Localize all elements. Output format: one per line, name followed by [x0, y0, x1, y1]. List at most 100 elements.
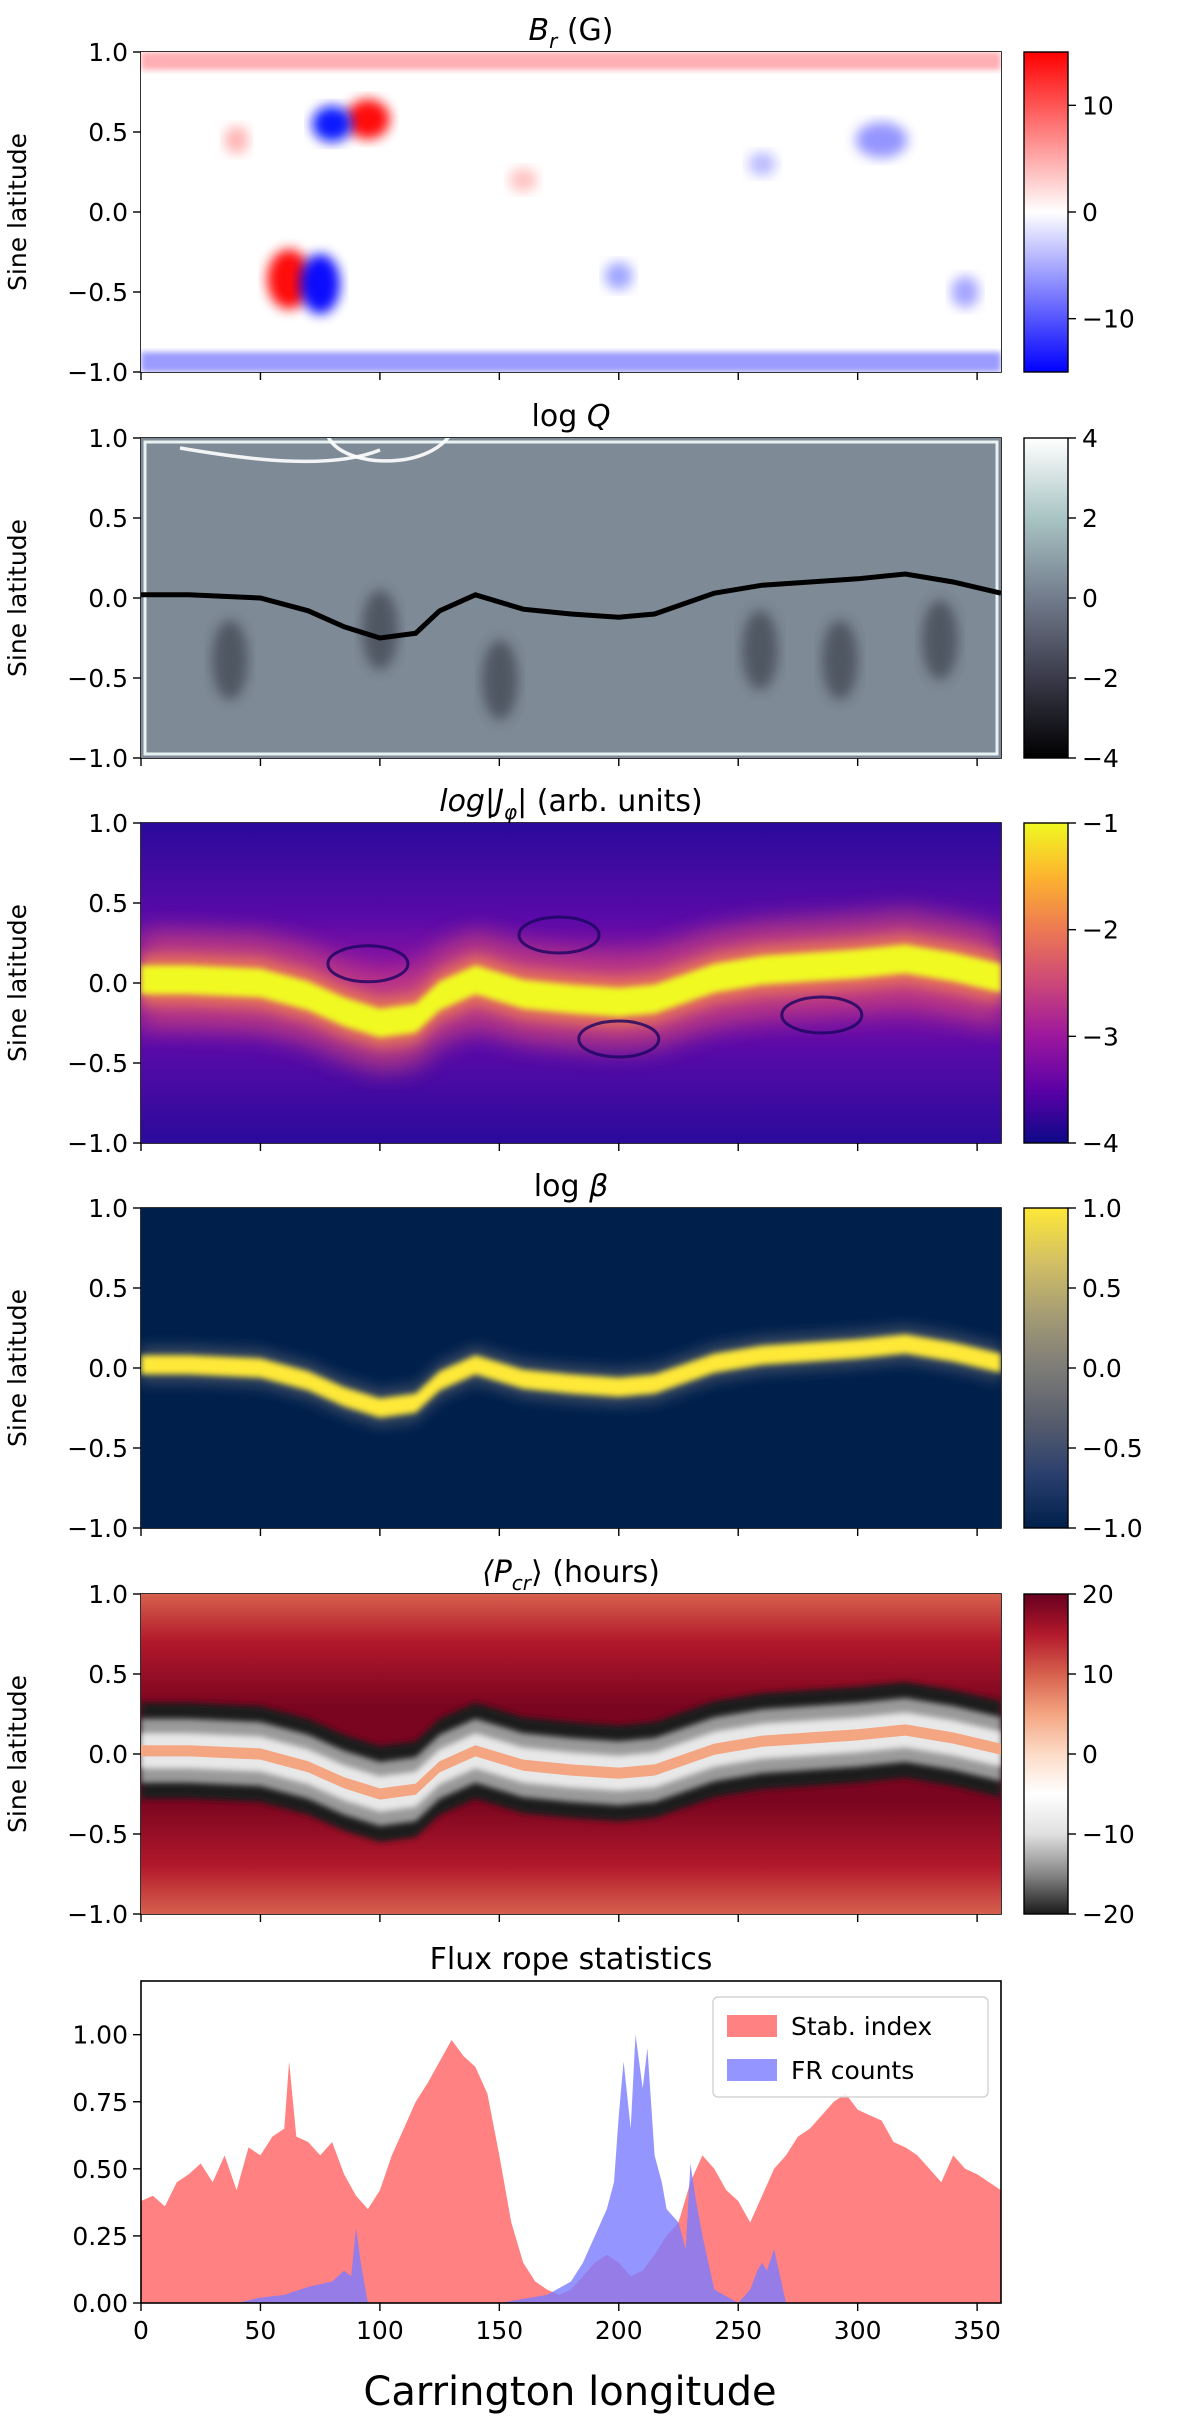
- y-axis-label: Sine latitude: [3, 519, 32, 677]
- y-axis-label: Sine latitude: [3, 133, 32, 291]
- x-tick-label: 0: [133, 2316, 149, 2345]
- colorbar-tick-label: 20: [1082, 1580, 1114, 1609]
- colorbar: −1 −2 −3 −4: [1023, 809, 1119, 1158]
- y-tick-label: 0.0: [88, 198, 128, 227]
- y-tick-label: 0.75: [72, 2088, 128, 2117]
- y-tick-label: 0.0: [88, 969, 128, 998]
- panel-br: 1.0 0.5 0.0 −0.5 −1.0 Sine latitude Br (G) 10 0 −…: [3, 13, 1135, 387]
- field-blob: [509, 168, 538, 192]
- north-pole-band: [141, 52, 1001, 70]
- y-tick-label: 0.5: [88, 1274, 128, 1303]
- colorbar-tick-label: 0.5: [1082, 1274, 1122, 1303]
- panel-flux-rope-statistics: 0.00 0.25 0.50 0.75 1.00 0 50 100 150 200 250 300 35…: [72, 1942, 1002, 2345]
- legend-box: [712, 1996, 989, 2098]
- dark-streak: [822, 620, 858, 700]
- panel-title: log|Jφ| (arb. units): [439, 784, 703, 824]
- heatmap-image: [141, 416, 1001, 758]
- colorbar-tick-label: 0: [1082, 1740, 1098, 1769]
- colorbar-tick-label: −20: [1082, 1900, 1135, 1929]
- current-loop: [780, 995, 864, 1035]
- area-series: [141, 2034, 1001, 2303]
- colorbar-tick-label: −4: [1082, 744, 1119, 773]
- y-axis-label: Sine latitude: [3, 1675, 32, 1833]
- colorbar-tick-label: 0.0: [1082, 1354, 1122, 1383]
- panel-logq: 1.0 0.5 0.0 −0.5 −1.0 Sine latitude log Q 4 2 0 −2…: [3, 399, 1119, 773]
- panel-title: log Q: [532, 399, 611, 434]
- separatrix-arc: [328, 438, 450, 463]
- field-blob: [604, 262, 633, 290]
- panel-title: log β: [534, 1169, 608, 1204]
- y-tick-label: −1.0: [67, 1900, 128, 1929]
- y-tick-label: 0.5: [88, 889, 128, 918]
- x-tick-label: 350: [953, 2316, 1001, 2345]
- y-tick-label: 1.0: [88, 1194, 128, 1223]
- colorbar-tick-label: −2: [1082, 916, 1119, 945]
- y-tick-label: −0.5: [67, 1434, 128, 1463]
- area-fr-counts: [141, 2034, 1001, 2303]
- colorbar-gradient: [1024, 52, 1068, 372]
- y-tick-label: −0.5: [67, 1049, 128, 1078]
- heatmap-image: [141, 823, 1001, 1143]
- dark-streak: [212, 620, 248, 700]
- colorbar-tick-label: 4: [1082, 424, 1098, 453]
- legend-swatch: [727, 2015, 777, 2037]
- dark-streak: [482, 640, 518, 720]
- colorbar-tick-label: −0.5: [1082, 1434, 1143, 1463]
- colorbar-tick-label: −10: [1082, 305, 1135, 334]
- south-pole-band: [141, 352, 1001, 372]
- current-loop: [517, 915, 601, 955]
- heatmap-image: [141, 1208, 1001, 1528]
- y-tick-label: −0.5: [67, 1820, 128, 1849]
- colorbar-tick-label: 1.0: [1082, 1194, 1122, 1223]
- current-loop: [577, 1019, 661, 1059]
- current-sheet-core: [141, 944, 1001, 1038]
- current-loop: [326, 944, 410, 984]
- colorbar-gradient: [1024, 1208, 1068, 1528]
- x-tick-label: 150: [475, 2316, 523, 2345]
- beta-core: [141, 1334, 1001, 1418]
- x-axis-label: Carrington longitude: [363, 2369, 776, 2415]
- heatmap-image: [141, 1594, 1001, 1914]
- legend-label: FR counts: [791, 2056, 914, 2085]
- separatrix-arc: [179, 446, 381, 464]
- y-tick-label: 1.0: [88, 38, 128, 67]
- y-axis-label: Sine latitude: [3, 904, 32, 1062]
- colorbar-tick-label: −4: [1082, 1129, 1119, 1158]
- y-tick-label: −1.0: [67, 1129, 128, 1158]
- colorbar-tick-label: −10: [1082, 1820, 1135, 1849]
- x-tick-label: 250: [714, 2316, 762, 2345]
- y-tick-label: 1.0: [88, 424, 128, 453]
- y-tick-label: 0.0: [88, 1740, 128, 1769]
- panel-logj: 1.0 0.5 0.0 −0.5 −1.0 Sine latitude log|Jφ| (a…: [3, 784, 1119, 1158]
- panel-pcr: 1.0 0.5 0.0 −0.5 −1.0 Sine latitude ⟨Pcr⟩ (hou…: [3, 1555, 1135, 1929]
- colorbar-frame: [1023, 822, 1069, 1144]
- colorbar-tick-label: −2: [1082, 664, 1119, 693]
- dark-streak: [362, 590, 398, 670]
- colorbar-gradient: [1024, 823, 1068, 1143]
- legend-label: Stab. index: [791, 2012, 932, 2041]
- y-tick-label: −0.5: [67, 278, 128, 307]
- legend-swatch: [727, 2059, 777, 2081]
- y-tick-label: 0.25: [72, 2222, 128, 2251]
- colorbar: 10 0 −10: [1023, 51, 1135, 373]
- panel-title: ⟨Pcr⟩ (hours): [482, 1555, 660, 1595]
- dark-streak: [742, 610, 778, 690]
- separatrix-arc: [960, 416, 1000, 430]
- polarity-inversion-line: [141, 571, 1001, 641]
- y-tick-label: −1.0: [67, 1514, 128, 1543]
- plot-frame: [140, 1980, 1002, 2304]
- field-blob: [300, 254, 341, 314]
- y-tick-label: −0.5: [67, 664, 128, 693]
- colorbar-tick-label: 0: [1082, 584, 1098, 613]
- field-blob: [224, 126, 249, 154]
- y-tick-label: −1.0: [67, 358, 128, 387]
- panel-title: Flux rope statistics: [430, 1942, 713, 1977]
- x-tick-label: 200: [595, 2316, 643, 2345]
- colorbar: 20 10 0 −10 −20: [1023, 1580, 1135, 1929]
- colorbar: 4 2 0 −2 −4: [1023, 424, 1119, 773]
- boundary-ring: [143, 440, 999, 756]
- colorbar-tick-label: −1.0: [1082, 1514, 1143, 1543]
- colorbar-tick-label: 2: [1082, 504, 1098, 533]
- panel-logbeta: 1.0 0.5 0.0 −0.5 −1.0 Sine latitude log β 1.0 0.…: [3, 1169, 1143, 1543]
